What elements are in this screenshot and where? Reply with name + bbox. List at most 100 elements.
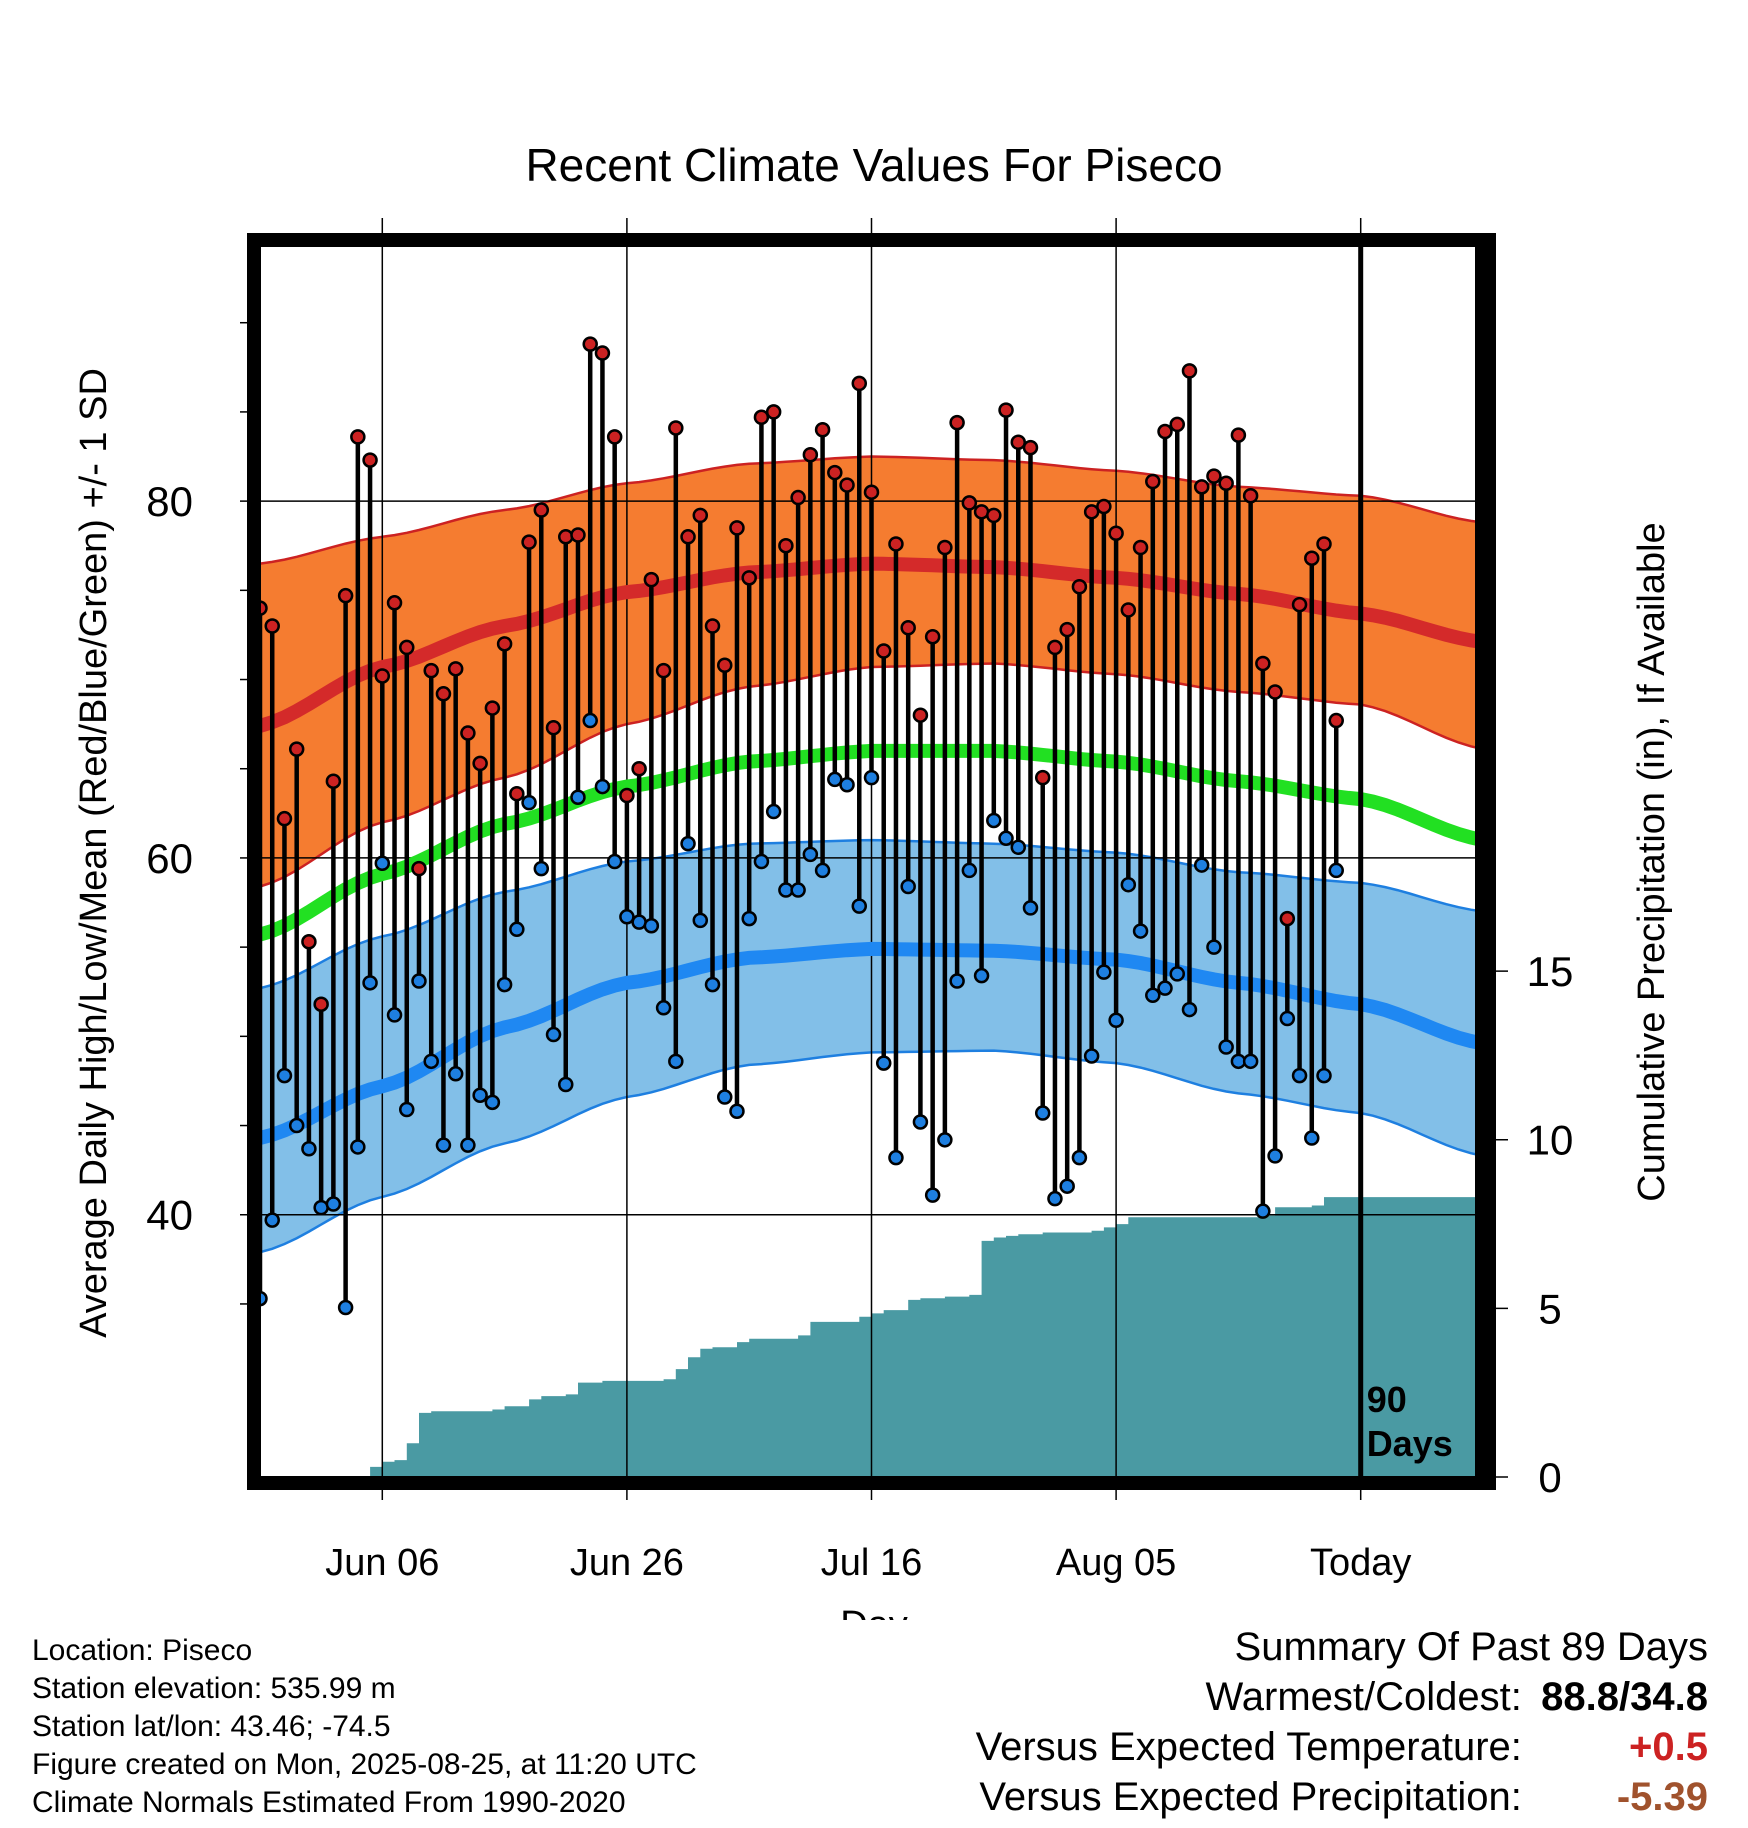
x-tick-label: Aug 05	[1056, 1542, 1176, 1584]
high-point	[961, 495, 978, 511]
window-label-unit: Days	[1367, 1423, 1453, 1464]
low-point	[851, 898, 868, 914]
high-point	[582, 336, 598, 352]
high-point	[1193, 479, 1210, 495]
high-point	[1132, 539, 1149, 556]
low-point	[1169, 966, 1185, 982]
low-point	[350, 1139, 366, 1155]
high-point	[362, 452, 378, 468]
low-point	[1120, 876, 1137, 893]
high-point	[765, 404, 782, 420]
high-point	[606, 429, 623, 445]
plot-content	[260, 246, 1483, 1477]
low-point	[729, 1103, 745, 1120]
high-point	[1071, 579, 1088, 595]
x-tick-label: Jun 26	[570, 1542, 684, 1584]
warm-cold-label: Warmest/Coldest:	[1205, 1675, 1522, 1719]
low-point	[1279, 1010, 1296, 1027]
y2-tick-label: 10	[1527, 1117, 1574, 1164]
low-point	[447, 1066, 464, 1082]
high-point	[1291, 596, 1308, 613]
high-point	[1316, 536, 1332, 552]
x-tick-label: Jul 16	[821, 1542, 922, 1584]
high-point	[912, 707, 929, 723]
low-point	[1047, 1190, 1063, 1207]
low-point	[1022, 900, 1039, 916]
low-point	[288, 1117, 305, 1134]
low-point	[337, 1299, 354, 1316]
high-point	[1083, 504, 1100, 520]
low-point	[362, 975, 378, 991]
high-point	[619, 787, 635, 804]
warm-cold-value: 88.8/34.8	[1541, 1675, 1708, 1719]
low-point	[961, 862, 978, 879]
x-axis-label: Day	[840, 1604, 908, 1620]
high-point	[374, 668, 391, 684]
low-point	[594, 778, 611, 795]
low-point	[264, 1212, 280, 1228]
high-point	[399, 639, 415, 656]
low-point	[1291, 1067, 1308, 1084]
low-point	[1059, 1178, 1075, 1194]
high-point	[301, 934, 317, 950]
low-point	[435, 1137, 452, 1153]
high-point	[875, 643, 892, 659]
low-point	[1206, 939, 1222, 955]
low-point	[839, 777, 855, 793]
y-axis-label: Average Daily High/Low/Mean (Red/Blue/Gr…	[73, 368, 115, 1338]
high-point	[1206, 468, 1222, 484]
high-point	[558, 529, 574, 545]
low-point	[716, 1089, 733, 1105]
summary-panel: Summary Of Past 89 Days Warmest/Coldest:…	[976, 1622, 1708, 1822]
high-point	[472, 755, 488, 772]
low-point	[374, 855, 391, 872]
x-tick-label: Today	[1310, 1542, 1411, 1584]
high-point	[1096, 498, 1112, 515]
high-point	[692, 507, 709, 524]
high-point	[1218, 475, 1234, 492]
temp-row: Versus Expected Temperature: +0.5	[976, 1722, 1708, 1772]
low-point	[765, 803, 782, 820]
high-point	[949, 414, 965, 431]
high-point	[888, 536, 904, 552]
high-point	[509, 785, 525, 802]
low-point	[301, 1140, 317, 1157]
temp-value: +0.5	[1629, 1725, 1708, 1769]
high-point	[1022, 439, 1039, 456]
y2-axis-label: Cumulative Precipitation (in), If Availa…	[1631, 522, 1673, 1201]
low-point	[1108, 1012, 1124, 1029]
high-point	[643, 571, 660, 588]
low-point	[924, 1187, 941, 1203]
high-point	[741, 570, 757, 586]
high-point	[753, 409, 770, 426]
normals-text: Climate Normals Estimated From 1990-2020	[32, 1786, 626, 1819]
low-point	[325, 1196, 342, 1212]
low-point	[790, 882, 806, 898]
high-point	[1010, 434, 1027, 450]
high-point	[1047, 639, 1063, 656]
created-text: Figure created on Mon, 2025-08-25, at 11…	[32, 1748, 697, 1781]
low-point	[1145, 987, 1161, 1004]
low-point	[937, 1132, 953, 1148]
low-point	[509, 921, 525, 938]
high-point	[276, 810, 293, 827]
y-tick-label: 40	[146, 1192, 193, 1239]
high-point	[1230, 427, 1247, 443]
high-point	[839, 477, 855, 493]
high-point	[790, 489, 806, 506]
precip-row: Versus Expected Precipitation: -5.39	[976, 1772, 1708, 1822]
low-point	[260, 1290, 268, 1307]
low-point	[692, 912, 709, 929]
high-point	[484, 700, 501, 716]
low-point	[570, 789, 586, 806]
low-point	[472, 1087, 488, 1103]
high-point	[545, 719, 562, 736]
low-point	[912, 1114, 929, 1130]
low-point	[619, 909, 635, 925]
low-point	[1071, 1149, 1088, 1166]
high-point	[1034, 769, 1051, 786]
high-point	[986, 507, 1002, 524]
high-point	[716, 657, 733, 674]
high-point	[447, 661, 464, 677]
